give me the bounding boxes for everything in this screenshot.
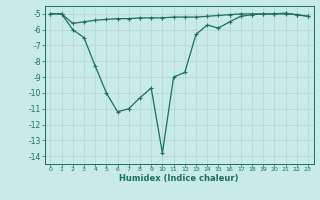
X-axis label: Humidex (Indice chaleur): Humidex (Indice chaleur) — [119, 174, 239, 183]
